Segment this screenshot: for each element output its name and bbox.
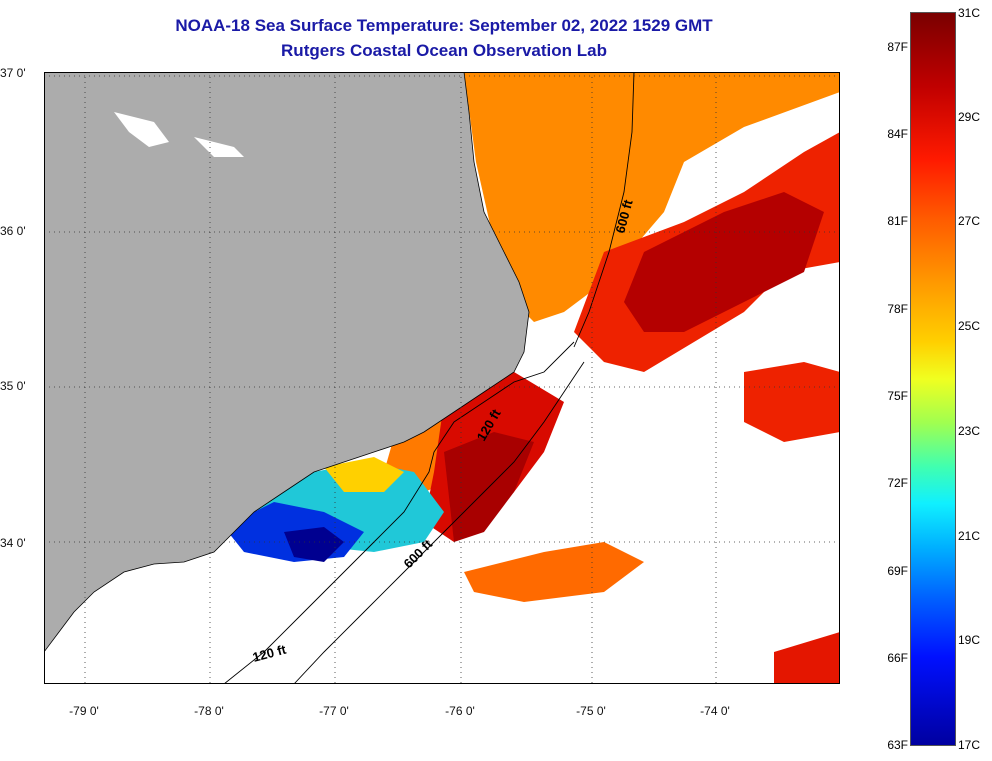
sst-map: 600 ft 120 ft 600 ft 120 ft (44, 72, 840, 684)
inland-water (114, 112, 244, 157)
colorbar (910, 12, 956, 746)
sst-patch-south (464, 542, 644, 602)
lon-label-75: -75 0' (576, 704, 606, 718)
sst-patch-east (744, 362, 840, 442)
colorbar-c-label: 29C (958, 110, 981, 124)
map-grid (44, 72, 840, 684)
colorbar-f-label: 87F (887, 40, 908, 54)
colorbar-c-label: 21C (958, 529, 981, 543)
lat-label-35: 35 0' (0, 379, 26, 393)
colorbar-c-label: 25C (958, 319, 981, 333)
lon-label-77: -77 0' (319, 704, 349, 718)
colorbar-f-label: 84F (887, 127, 908, 141)
colorbar-f-label: 72F (887, 476, 908, 490)
colorbar-f-label: 78F (887, 302, 908, 316)
colorbar-f-label: 63F (887, 738, 908, 752)
sst-deepblue-plume (284, 527, 344, 562)
map-title: NOAA-18 Sea Surface Temperature: Septemb… (175, 16, 713, 35)
colorbar-c-label: 27C (958, 214, 981, 228)
colorbar-c-label: 31C (958, 6, 981, 20)
sst-darkred-gulfstream (624, 192, 824, 332)
colorbar-f-label: 66F (887, 651, 908, 665)
lon-label-79: -79 0' (69, 704, 99, 718)
lon-label-76: -76 0' (445, 704, 475, 718)
sst-patch-southeast (774, 632, 840, 684)
colorbar-f-label: 69F (887, 564, 908, 578)
colorbar-c-label: 23C (958, 424, 981, 438)
map-frame (44, 72, 840, 684)
lat-label-34: 34 0' (0, 536, 26, 550)
contour-600ft-south (293, 361, 585, 684)
lon-label-78: -78 0' (194, 704, 224, 718)
sst-map-svg: 600 ft 120 ft 600 ft 120 ft (44, 72, 840, 684)
colorbar-c-label: 19C (958, 633, 981, 647)
land-mass (44, 72, 530, 653)
lon-label-74: -74 0' (700, 704, 730, 718)
sst-yellow-band (324, 457, 404, 492)
lat-label-36: 36 0' (0, 224, 26, 238)
colorbar-c-label: 17C (958, 738, 981, 752)
sst-orange-region (464, 72, 840, 322)
contour-120ft (223, 341, 575, 684)
colorbar-f-label: 81F (887, 214, 908, 228)
map-subtitle: Rutgers Coastal Ocean Observation Lab (281, 41, 607, 60)
contour-600ft-north (573, 72, 635, 348)
lat-label-37: 37 0' (0, 66, 26, 80)
colorbar-f-label: 75F (887, 389, 908, 403)
